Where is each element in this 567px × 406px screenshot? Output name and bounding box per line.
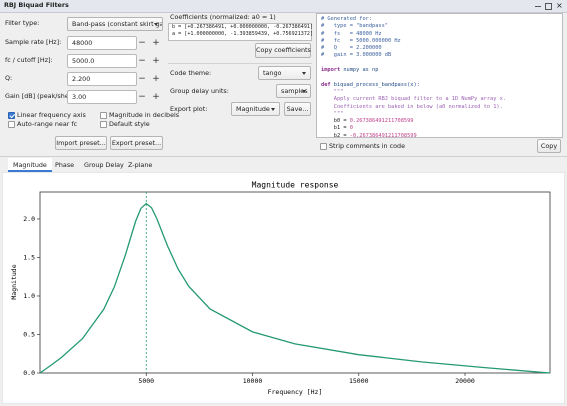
code-line: # fc = 5000.000000 Hz [321, 37, 401, 44]
decrement-button[interactable]: − [138, 38, 146, 48]
field-label: Filter type: [5, 19, 40, 27]
maximize-button[interactable] [545, 3, 552, 10]
field-label: Gain [dB] (peak/shelf): [5, 92, 78, 100]
group-delay-units-combo[interactable]: samples [276, 84, 311, 98]
field-label: Sample rate [Hz]: [5, 38, 62, 46]
option-label: Export plot: [170, 105, 208, 113]
code-line: # Q = 2.200000 [321, 45, 382, 52]
code-line: # fs = 48000 Hz [321, 30, 382, 37]
code-line: b2 = -0.267386491211708599 [321, 132, 417, 138]
save-button[interactable]: Save... [284, 102, 311, 116]
coefficient-line: b = [+0.267386491, +0.000000000, -0.2673… [172, 24, 314, 30]
sample-rate-input[interactable]: 48000 [67, 36, 137, 50]
y-tick-label: 0.0 [23, 369, 35, 377]
title-bar [0, 0, 567, 13]
tab[interactable]: Group Delay [84, 161, 124, 169]
code-line: def biquad_process_bandpass(x): [321, 81, 420, 88]
checkbox-label: Linear frequency axis [17, 111, 86, 119]
y-tick-label: 1.5 [23, 253, 35, 261]
field-label: Q: [5, 74, 13, 82]
decrement-button[interactable]: − [138, 56, 146, 66]
y-tick-label: 1.0 [23, 292, 35, 300]
checkbox[interactable] [8, 112, 15, 119]
import-preset-button[interactable]: Import preset... [55, 136, 107, 150]
fc-input[interactable]: 5000.0 [67, 54, 137, 68]
y-tick-label: 0.5 [23, 330, 35, 338]
export-plot-combo[interactable]: Magnitude [231, 102, 280, 116]
code-line: Coefficients are baked in below (a0 norm… [321, 103, 503, 110]
chart: Magnitude response Frequency [Hz] Magnit… [2, 172, 565, 404]
code-line: b0 = 0.267386491211708599 [321, 118, 414, 125]
tab[interactable]: Phase [55, 161, 75, 169]
x-axis-label: Frequency [Hz] [268, 388, 323, 396]
checkbox[interactable] [100, 121, 107, 128]
checkbox[interactable] [320, 143, 327, 150]
code-line: # type = "bandpass" [321, 23, 388, 30]
checkbox[interactable] [100, 112, 107, 119]
decrement-button[interactable]: − [138, 92, 146, 102]
code-line: """ [321, 110, 344, 117]
copy-coefficients-button[interactable]: Copy coefficients [255, 43, 311, 58]
code-line: """ [321, 88, 344, 95]
x-tick-label: 10000 [243, 377, 263, 385]
copy-code-button[interactable]: Copy [537, 139, 561, 153]
x-tick-label: 15000 [349, 377, 369, 385]
tab[interactable]: Z-plane [128, 161, 153, 169]
chart-title: Magnitude response [252, 181, 339, 190]
code-line: # gain = 3.000000 dB [321, 52, 392, 59]
option-label: Code theme: [170, 69, 212, 77]
coefficients-title: Coefficients (normalized: a0 = 1) [170, 13, 276, 21]
increment-button[interactable]: + [152, 74, 160, 84]
filter-type-combo[interactable]: Band-pass (constant skirt gain) [67, 17, 163, 31]
y-axis-label: Magnitude [10, 264, 18, 299]
coefficient-line: a = [+1.000000000, -1.393859439, +0.7569… [172, 31, 314, 37]
export-preset-button[interactable]: Export preset... [110, 136, 163, 150]
separator [168, 63, 312, 64]
q-input[interactable]: 2.200 [67, 72, 137, 86]
plot-frame [39, 191, 551, 374]
increment-button[interactable]: + [152, 92, 160, 102]
code-line: # Generated for: [321, 16, 373, 22]
gain-input[interactable]: 3.00 [67, 90, 137, 104]
code-line: Apply current RBJ biquad filter to a 1D … [321, 96, 506, 103]
window-title: RBJ Biquad Filters [4, 1, 69, 9]
increment-button[interactable]: + [152, 38, 160, 48]
plot-background [2, 172, 565, 404]
checkbox-label: Strip comments in code [329, 142, 406, 150]
close-button[interactable]: × [556, 1, 563, 10]
minimize-button[interactable] [535, 6, 541, 7]
separator [0, 156, 567, 157]
x-tick-label: 5000 [138, 377, 154, 385]
checkbox[interactable] [8, 121, 15, 128]
increment-button[interactable]: + [152, 56, 160, 66]
field-label: fc / cutoff [Hz]: [5, 56, 53, 64]
code-line: import numpy as np [321, 67, 379, 74]
y-tick-label: 2.0 [23, 215, 35, 223]
code-view: # Generated for: # type = "bandpass" # fs … [316, 13, 563, 138]
checkbox-label: Default style [109, 120, 150, 128]
option-label: Group delay units: [170, 87, 229, 95]
code-theme-combo[interactable]: tango [258, 66, 311, 80]
decrement-button[interactable]: − [138, 74, 146, 84]
checkbox-label: Auto-range near fc [17, 120, 78, 128]
x-tick-label: 20000 [455, 377, 475, 385]
coefficients-box [168, 23, 312, 41]
code-line: b1 = 0 [321, 125, 353, 132]
data-line [39, 202, 551, 374]
checkbox-label: Magnitude in decibels [109, 111, 180, 119]
tab[interactable]: Magnitude [8, 158, 52, 172]
